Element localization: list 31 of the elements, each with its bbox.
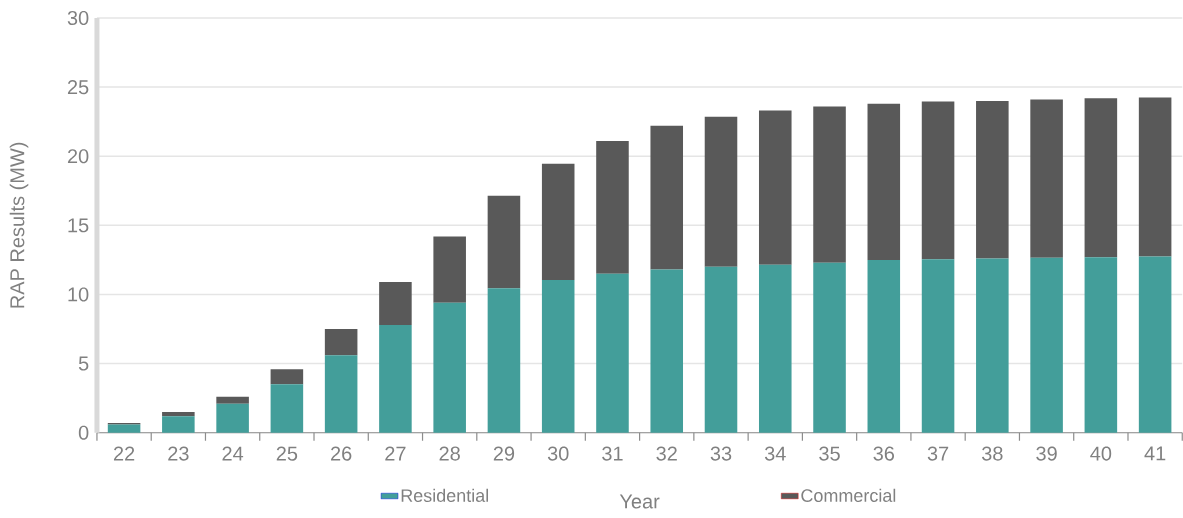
x-tick-label: 32 <box>656 446 677 461</box>
y-tick-label: 10 <box>68 287 89 302</box>
y-tick-label: 20 <box>67 149 89 164</box>
y-tick-label: 15 <box>68 218 89 233</box>
x-tick-label: 36 <box>873 446 895 461</box>
x-tick-label: 31 <box>602 446 623 461</box>
x-tick-label: 38 <box>981 446 1003 461</box>
x-tick-label: 28 <box>439 446 460 461</box>
x-tick-label: 23 <box>168 446 189 461</box>
x-tick-label: 29 <box>493 446 515 461</box>
x-tick-label: 33 <box>710 446 732 461</box>
y-axis-title: RAP Results (MW) <box>9 142 29 308</box>
y-tick-label: 25 <box>67 80 89 95</box>
x-tick-label: 41 <box>1144 446 1166 461</box>
y-tick-label: 5 <box>78 356 89 371</box>
x-tick-label: 22 <box>113 446 135 461</box>
x-tick-label: 30 <box>547 446 569 461</box>
x-tick-label: 40 <box>1090 446 1112 461</box>
x-axis-title: Year <box>619 494 660 509</box>
legend-label: Residential <box>401 488 488 503</box>
y-tick-label: 0 <box>78 425 89 440</box>
x-tick-label: 27 <box>385 446 406 461</box>
legend-label: Commercial <box>801 488 896 503</box>
x-tick-label: 35 <box>819 446 840 461</box>
x-tick-label: 39 <box>1036 446 1057 461</box>
x-tick-label: 37 <box>927 446 949 461</box>
x-tick-label: 26 <box>331 446 352 461</box>
y-tick-label: 30 <box>67 11 89 26</box>
x-tick-label: 24 <box>222 446 244 461</box>
x-tick-label: 34 <box>764 446 786 461</box>
x-tick-label: 25 <box>276 446 298 461</box>
